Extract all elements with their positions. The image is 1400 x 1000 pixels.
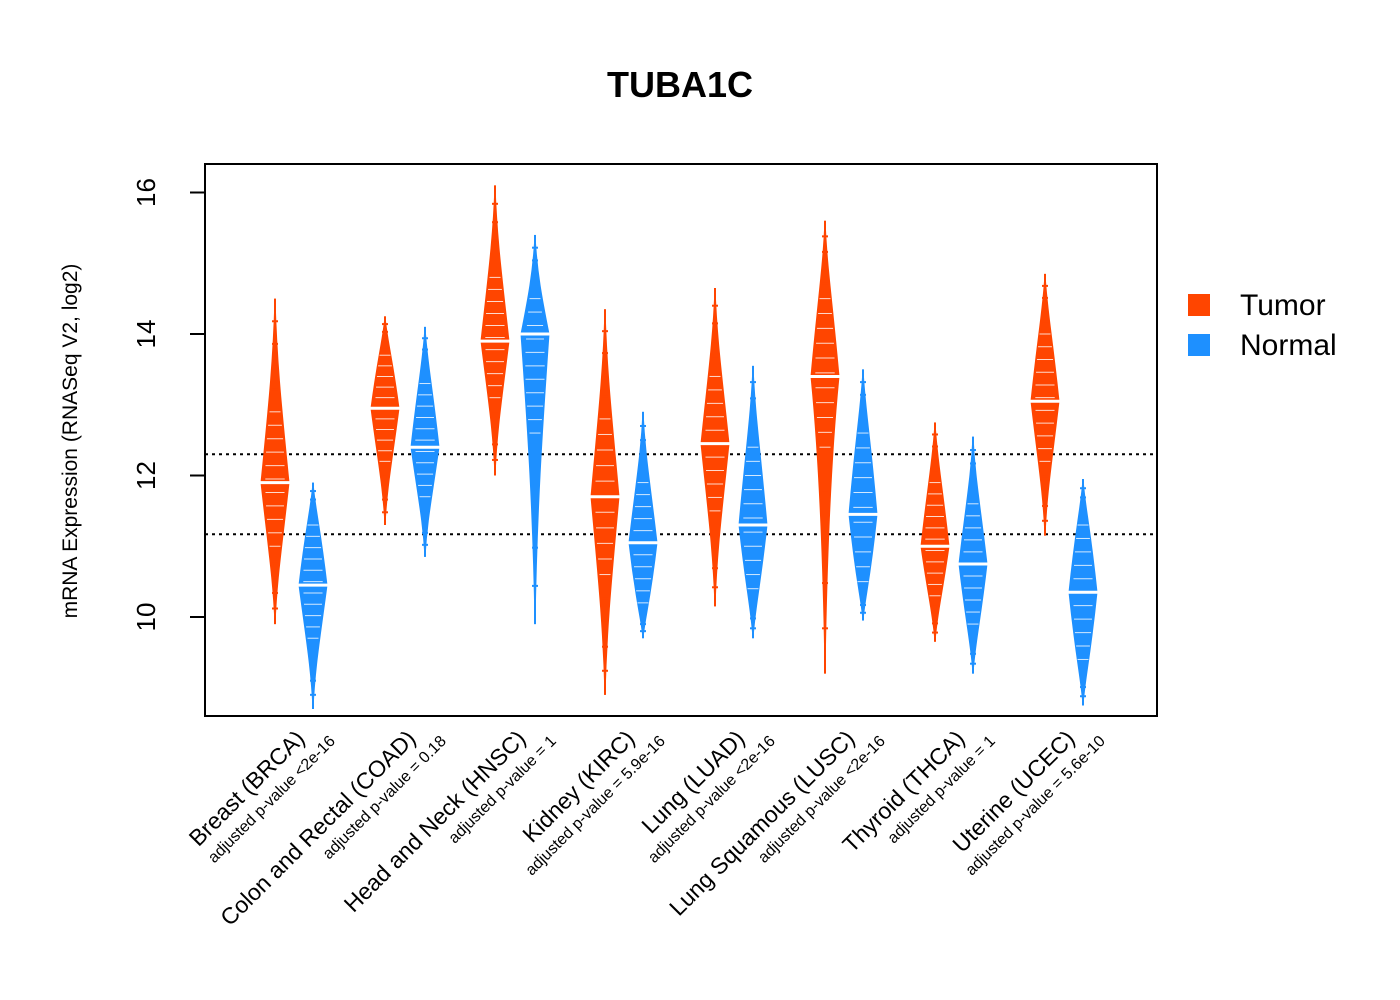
violin-body bbox=[370, 316, 400, 526]
plot-frame bbox=[204, 163, 1158, 717]
violin-normal-2 bbox=[409, 326, 441, 557]
violin-tumor-8 bbox=[1029, 273, 1061, 536]
violin-tumor-5 bbox=[699, 287, 731, 607]
y-tick-label-16: 16 bbox=[131, 178, 161, 207]
y-tick-label-12: 12 bbox=[131, 461, 161, 490]
violin-normal-4 bbox=[627, 411, 659, 639]
violin-tumor-6 bbox=[809, 220, 841, 674]
violin-body bbox=[628, 411, 658, 639]
violin-body bbox=[958, 436, 988, 674]
violin-body bbox=[700, 287, 730, 607]
violin-normal-8 bbox=[1067, 479, 1099, 706]
violin-normal-6 bbox=[847, 369, 879, 621]
violin-body bbox=[920, 422, 950, 642]
legend-swatch-tumor bbox=[1188, 294, 1210, 316]
violin-body bbox=[520, 234, 550, 625]
legend-label-normal: Normal bbox=[1240, 329, 1337, 362]
violins bbox=[259, 185, 1099, 709]
violin-tumor-4 bbox=[589, 309, 621, 695]
violin-normal-5 bbox=[737, 365, 769, 639]
violin-body bbox=[848, 369, 878, 621]
y-axis: 10 12 14 16 bbox=[131, 178, 205, 631]
reference-lines bbox=[205, 453, 1157, 536]
chart-title: TUBA1C bbox=[607, 64, 753, 105]
violin-tumor-2 bbox=[369, 316, 401, 526]
violin-body bbox=[410, 326, 440, 557]
violin-normal-7 bbox=[957, 436, 989, 674]
violin-normal-3 bbox=[519, 234, 551, 625]
violin-body bbox=[480, 185, 510, 476]
legend-swatch-normal bbox=[1188, 334, 1210, 356]
violin-body bbox=[738, 365, 768, 639]
legend-label-tumor: Tumor bbox=[1240, 289, 1326, 322]
legend: Tumor Normal bbox=[1188, 289, 1337, 362]
violin-tumor-3 bbox=[479, 185, 511, 476]
y-tick-label-14: 14 bbox=[131, 320, 161, 349]
y-tick-label-10: 10 bbox=[131, 603, 161, 632]
y-axis-label: mRNA Expression (RNASeq V2, log2) bbox=[59, 264, 82, 619]
violin-body bbox=[1030, 273, 1060, 536]
violin-normal-1 bbox=[297, 482, 329, 709]
violin-body bbox=[260, 298, 290, 625]
violin-tumor-1 bbox=[259, 298, 291, 625]
x-axis-labels: Breast (BRCA)adjusted p-value <2e-16Colo… bbox=[184, 725, 1109, 930]
violin-body bbox=[298, 482, 328, 709]
violin-body bbox=[590, 309, 620, 695]
violin-tumor-7 bbox=[919, 422, 951, 642]
